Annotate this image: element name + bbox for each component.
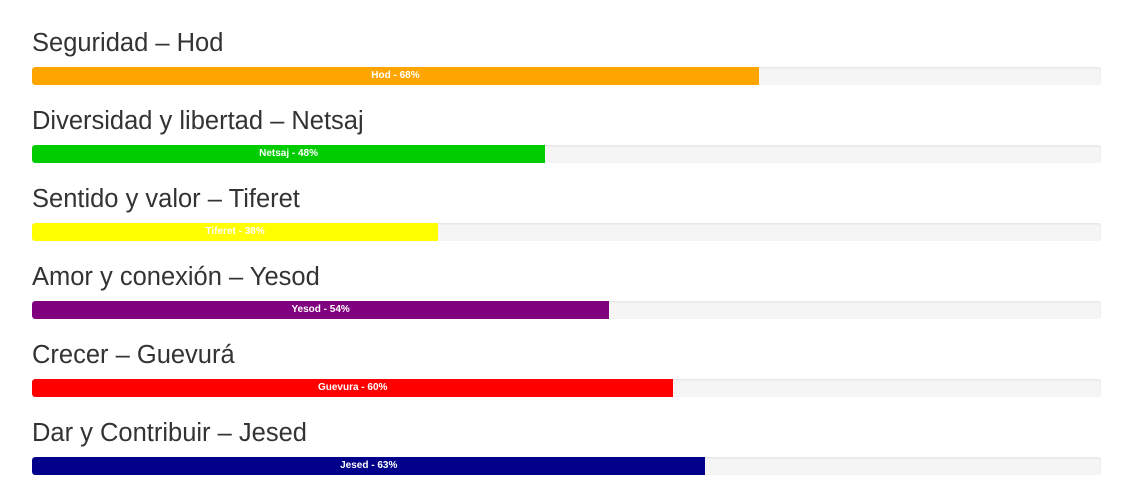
progress-label: Tiferet - 38% [205,226,265,237]
result-title: Amor y conexión – Yesod [32,263,320,291]
progress-label: Guevura - 60% [317,382,388,393]
result-title: Crecer – Guevurá [32,341,235,369]
result-title: Sentido y valor – Tiferet [32,185,300,213]
progress-track: Netsaj - 48% [32,145,1101,163]
progress-bar-yesod: Yesod - 54% [32,301,610,319]
progress-track: Tiferet - 38% [32,223,1101,241]
progress-track: Guevura - 60% [32,379,1101,397]
result-item-guevura: Crecer – Guevurá Guevura - 60% [32,334,1101,412]
progress-label: Hod - 68% [371,70,420,81]
result-title: Seguridad – Hod [32,29,224,57]
progress-bar-guevura: Guevura - 60% [32,379,674,397]
result-title: Dar y Contribuir – Jesed [32,419,307,447]
progress-bar-tiferet: Tiferet - 38% [32,223,439,241]
progress-track: Hod - 68% [32,67,1101,85]
progress-label: Yesod - 54% [291,304,350,315]
progress-bar-jesed: Jesed - 63% [32,457,706,475]
result-title: Diversidad y libertad – Netsaj [32,107,364,135]
results-list: Seguridad – Hod Hod - 68% Diversidad y l… [32,22,1101,490]
progress-label: Jesed - 63% [340,460,398,471]
result-item-netsaj: Diversidad y libertad – Netsaj Netsaj - … [32,100,1101,178]
result-item-tiferet: Sentido y valor – Tiferet Tiferet - 38% [32,178,1101,256]
result-item-jesed: Dar y Contribuir – Jesed Jesed - 63% [32,412,1101,490]
result-item-yesod: Amor y conexión – Yesod Yesod - 54% [32,256,1101,334]
progress-track: Yesod - 54% [32,301,1101,319]
progress-bar-hod: Hod - 68% [32,67,759,85]
progress-track: Jesed - 63% [32,457,1101,475]
progress-bar-netsaj: Netsaj - 48% [32,145,546,163]
progress-label: Netsaj - 48% [259,148,319,159]
result-item-hod: Seguridad – Hod Hod - 68% [32,22,1101,100]
